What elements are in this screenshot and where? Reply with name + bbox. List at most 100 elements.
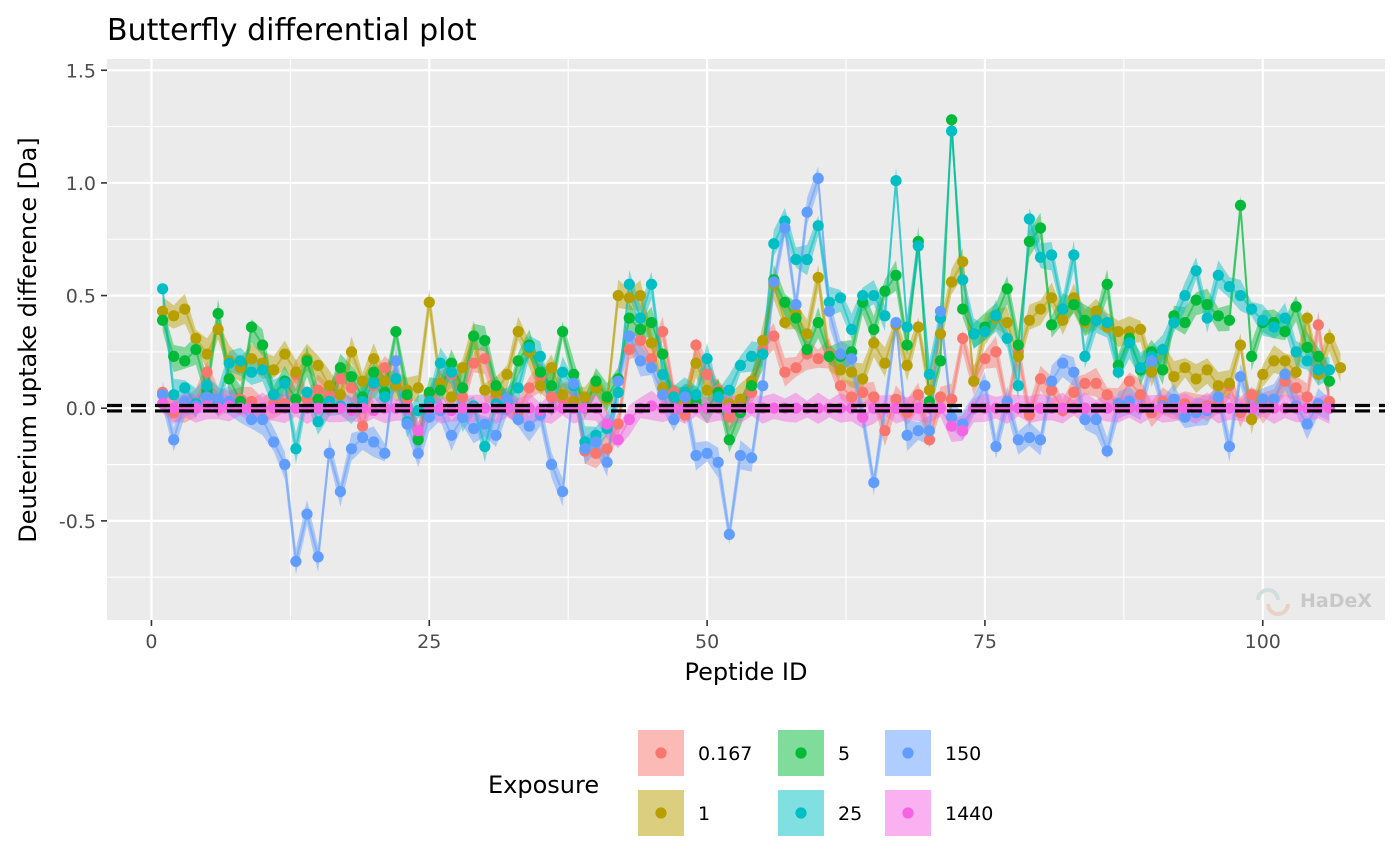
point-25 xyxy=(390,373,402,385)
point-0.167 xyxy=(1301,391,1313,403)
point-25 xyxy=(1057,303,1069,315)
point-150 xyxy=(357,431,369,444)
point-0.167 xyxy=(868,391,880,403)
legend-label-1: 1 xyxy=(698,803,710,825)
point-5 xyxy=(590,375,602,387)
point-1 xyxy=(1034,303,1047,315)
point-0.167 xyxy=(1134,389,1147,401)
point-150 xyxy=(501,393,513,405)
point-1 xyxy=(801,328,813,340)
point-1440 xyxy=(290,402,302,414)
point-25 xyxy=(290,443,302,455)
point-0.167 xyxy=(690,339,702,351)
point-25 xyxy=(1079,350,1091,362)
point-25 xyxy=(823,296,835,308)
legend-point-0.167 xyxy=(655,747,667,759)
point-0.167 xyxy=(1101,389,1113,401)
point-5 xyxy=(1312,350,1324,362)
point-5 xyxy=(168,350,180,362)
point-25 xyxy=(757,348,769,360)
point-150 xyxy=(390,355,402,367)
point-5 xyxy=(723,434,735,446)
point-25 xyxy=(1123,337,1135,349)
point-5 xyxy=(412,434,424,446)
point-1440 xyxy=(957,425,969,437)
point-5 xyxy=(934,355,947,367)
point-25 xyxy=(312,416,324,428)
point-5 xyxy=(190,344,202,356)
point-1 xyxy=(957,256,969,268)
point-1 xyxy=(1046,292,1058,304)
point-1 xyxy=(690,357,702,369)
point-25 xyxy=(534,350,547,362)
point-150 xyxy=(1212,391,1224,403)
point-25 xyxy=(1034,251,1047,263)
point-1 xyxy=(445,391,458,403)
point-0.167 xyxy=(1079,377,1091,389)
point-5 xyxy=(334,362,346,374)
point-150 xyxy=(923,425,936,437)
point-150 xyxy=(801,206,813,218)
point-150 xyxy=(1101,445,1113,457)
point-150 xyxy=(401,418,413,430)
y-axis: -0.5 0.0 0.5 1.0 1.5 xyxy=(59,60,107,533)
point-5 xyxy=(746,380,758,392)
point-5 xyxy=(401,389,413,401)
point-25 xyxy=(857,290,869,302)
legend-label-150: 150 xyxy=(945,743,981,765)
point-25 xyxy=(1112,366,1124,378)
point-150 xyxy=(557,486,569,498)
point-150 xyxy=(1301,418,1313,430)
point-5 xyxy=(1279,326,1291,338)
point-1 xyxy=(312,359,324,371)
point-0.167 xyxy=(879,425,891,437)
point-1 xyxy=(1023,314,1035,326)
ribbon-1440 xyxy=(162,388,1330,449)
point-0.167 xyxy=(1090,377,1102,389)
point-0.167 xyxy=(312,384,324,396)
point-150 xyxy=(1023,431,1035,444)
point-1 xyxy=(457,362,469,374)
point-25 xyxy=(668,391,680,403)
threshold-lines xyxy=(107,403,1385,413)
point-1 xyxy=(512,326,524,338)
point-1440 xyxy=(312,402,324,414)
point-1 xyxy=(846,366,858,378)
point-150 xyxy=(790,299,802,311)
point-1 xyxy=(1279,355,1291,367)
point-1 xyxy=(834,364,847,376)
point-0.167 xyxy=(834,380,847,392)
point-150 xyxy=(1012,434,1024,446)
point-0.167 xyxy=(846,391,858,403)
point-1 xyxy=(1012,350,1024,362)
point-150 xyxy=(679,391,691,403)
point-25 xyxy=(946,125,958,137)
point-0.167 xyxy=(990,346,1002,358)
point-25 xyxy=(968,328,980,340)
point-150 xyxy=(834,348,847,360)
point-0.167 xyxy=(379,362,391,374)
point-1 xyxy=(757,335,769,347)
point-150 xyxy=(1223,440,1235,453)
point-25 xyxy=(990,310,1002,322)
point-1 xyxy=(857,373,869,385)
point-5 xyxy=(479,335,491,347)
point-5 xyxy=(545,380,558,392)
point-1 xyxy=(779,317,791,329)
point-5 xyxy=(468,330,480,342)
point-1440 xyxy=(746,402,758,414)
point-150 xyxy=(1268,393,1280,405)
point-150 xyxy=(268,436,280,448)
grid-major xyxy=(107,59,1385,620)
point-25 xyxy=(890,175,902,187)
point-0.167 xyxy=(790,362,802,374)
point-5 xyxy=(601,391,613,403)
point-150 xyxy=(634,355,647,367)
point-1440 xyxy=(412,425,424,437)
point-25 xyxy=(901,321,913,333)
point-25 xyxy=(1023,213,1035,225)
point-0.167 xyxy=(623,344,635,356)
point-0.167 xyxy=(479,353,491,365)
point-25 xyxy=(912,240,924,252)
legend-label-1440: 1440 xyxy=(945,803,993,825)
